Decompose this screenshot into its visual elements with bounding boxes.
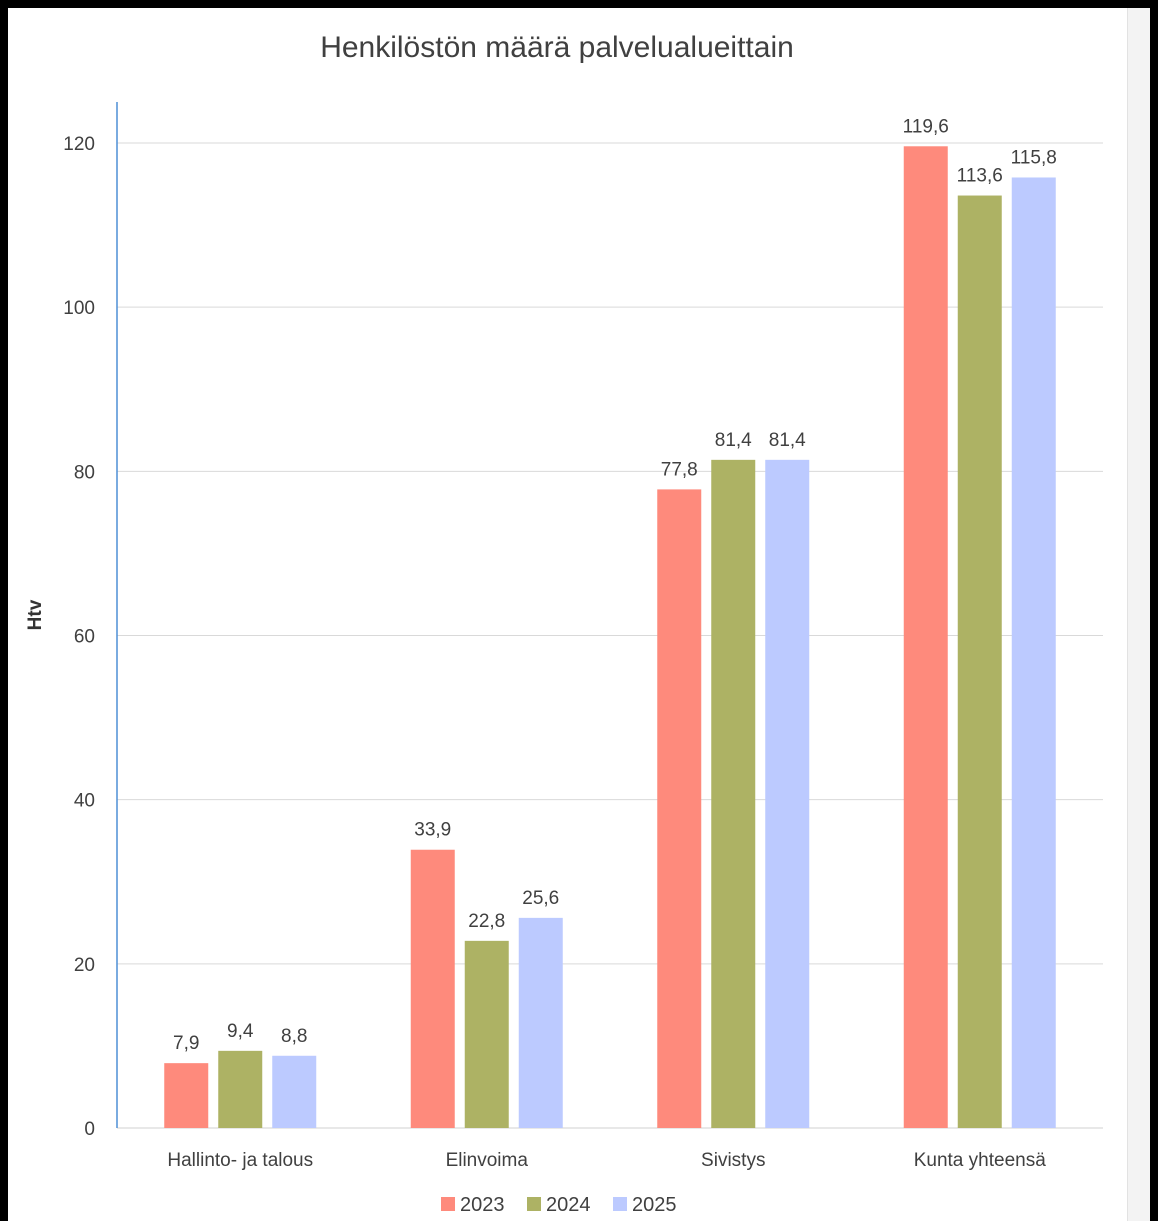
bars: [164, 146, 1056, 1129]
bar-2025: [1011, 177, 1056, 1129]
bar-2025: [765, 459, 810, 1128]
x-category-label: Kunta yhteensä: [914, 1150, 1046, 1171]
data-label: 77,8: [661, 459, 698, 480]
bar-2023: [410, 849, 455, 1128]
data-label: 81,4: [769, 430, 806, 451]
x-category-label: Sivistys: [701, 1150, 765, 1171]
bar-2024: [464, 940, 509, 1128]
y-tick-label: 20: [74, 955, 95, 976]
x-category-label: Hallinto- ja talous: [167, 1150, 313, 1171]
data-label: 25,6: [522, 888, 559, 909]
gridlines: [117, 142, 1103, 1129]
y-tick-label: 80: [74, 462, 95, 483]
bar-2024: [957, 195, 1002, 1129]
legend-swatch-2024: [527, 1197, 541, 1211]
legend-label: 2023: [460, 1194, 505, 1216]
data-label: 22,8: [468, 911, 505, 932]
x-axis-categories: Hallinto- ja talous Elinvoima Sivistys Kunt…: [167, 1150, 1046, 1171]
x-category-label: Elinvoima: [446, 1150, 529, 1171]
data-label: 113,6: [957, 166, 1003, 187]
y-axis-title: Htv: [25, 599, 46, 630]
legend-swatch-2023: [441, 1197, 455, 1211]
bar-2023: [164, 1063, 209, 1128]
y-tick-label: 0: [84, 1119, 95, 1140]
legend-label: 2024: [546, 1194, 591, 1216]
y-tick-label: 120: [63, 134, 95, 155]
legend-swatch-2025: [613, 1197, 627, 1211]
scrollbar[interactable]: [1127, 8, 1150, 1221]
data-label: 119,6: [903, 116, 949, 137]
legend: 2023 2024 2025: [441, 1194, 677, 1216]
bar-2025: [272, 1055, 317, 1128]
data-label: 33,9: [414, 820, 451, 841]
legend-label: 2025: [632, 1194, 677, 1216]
bar-2025: [518, 917, 563, 1128]
bar-2024: [218, 1050, 263, 1128]
bar-2023: [657, 489, 702, 1128]
data-label: 115,8: [1011, 147, 1057, 168]
y-tick-label: 40: [74, 791, 95, 812]
data-label: 9,4: [227, 1021, 254, 1042]
bar-2024: [711, 459, 756, 1128]
data-label: 8,8: [281, 1026, 307, 1047]
data-label: 7,9: [173, 1033, 199, 1054]
chart-title: Henkilöstön määrä palvelualueittain: [320, 31, 794, 64]
bar-2023: [903, 146, 948, 1129]
y-tick-label: 60: [74, 627, 95, 648]
y-tick-label: 100: [63, 298, 95, 319]
data-labels: 7,9 9,4 8,8 33,9 22,8 25,6 77,8 81,4 81,4 119,6 11…: [173, 116, 1057, 1054]
y-axis-ticks: 0 20 40 60 80 100 120: [63, 134, 95, 1140]
data-label: 81,4: [715, 430, 752, 451]
